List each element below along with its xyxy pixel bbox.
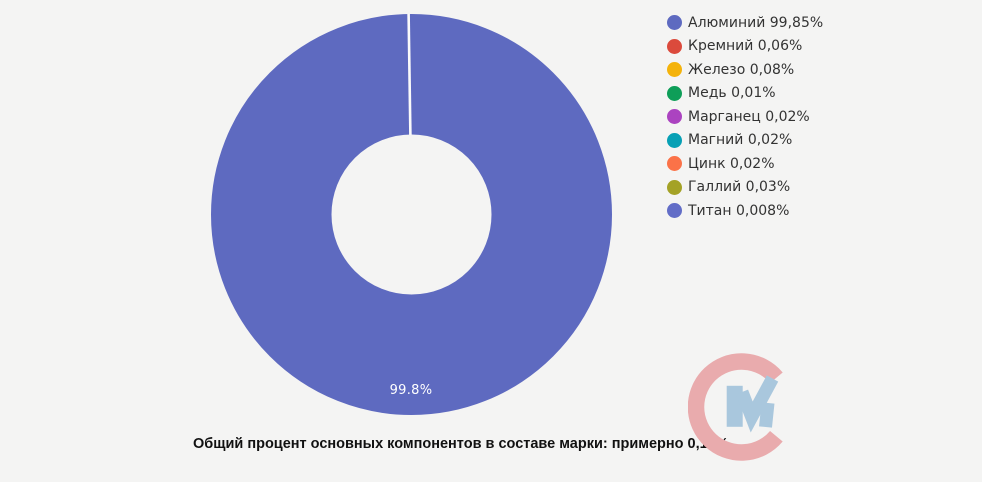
logo-letter-c [688,353,783,461]
legend-swatch-icon [667,156,682,172]
logo-letter-m-leg [759,402,775,428]
legend-item-label: Алюминий 99,85% [688,14,824,31]
slice-percentage-label: 99.8% [389,383,433,398]
cm-watermark-logo [688,353,783,461]
legend-item-titanium[interactable]: Титан 0,008% [667,199,823,223]
donut-tiny-slices-gap [407,13,412,136]
legend-item-label: Медь 0,01% [688,85,776,102]
legend-swatch-icon [667,38,682,54]
chart-caption: Общий процент основных компонентов в сос… [193,436,729,452]
legend-item-label: Галлий 0,03% [688,179,791,196]
legend-item-zinc[interactable]: Цинк 0,02% [667,152,823,176]
legend-item-gallium[interactable]: Галлий 0,03% [667,176,823,200]
legend-swatch-icon [667,85,682,101]
legend-item-manganese[interactable]: Марганец 0,02% [667,105,823,129]
legend-swatch-icon [667,132,682,148]
legend-item-label: Марганец 0,02% [688,108,810,125]
legend-item-aluminium[interactable]: Алюминий 99,85% [667,11,823,35]
legend-swatch-icon [667,179,682,195]
donut-slice-aluminium[interactable] [211,14,612,415]
legend-item-label: Кремний 0,06% [688,38,803,55]
legend-item-iron[interactable]: Железо 0,08% [667,58,823,82]
logo-letter-m-check [735,375,779,433]
legend-swatch-icon [667,109,682,125]
legend-item-silicon[interactable]: Кремний 0,06% [667,35,823,59]
legend-swatch-icon [667,15,682,31]
legend-swatch-icon [667,203,682,219]
legend-swatch-icon [667,62,682,78]
legend-item-label: Титан 0,008% [688,202,790,219]
legend-item-label: Железо 0,08% [688,61,795,78]
legend-item-magnesium[interactable]: Магний 0,02% [667,129,823,153]
chart-legend: Алюминий 99,85% Кремний 0,06% Железо 0,0… [667,11,823,223]
logo-letter-m-bar [726,385,743,427]
legend-item-label: Цинк 0,02% [688,155,775,172]
legend-item-label: Магний 0,02% [688,132,793,149]
legend-item-copper[interactable]: Медь 0,01% [667,82,823,106]
